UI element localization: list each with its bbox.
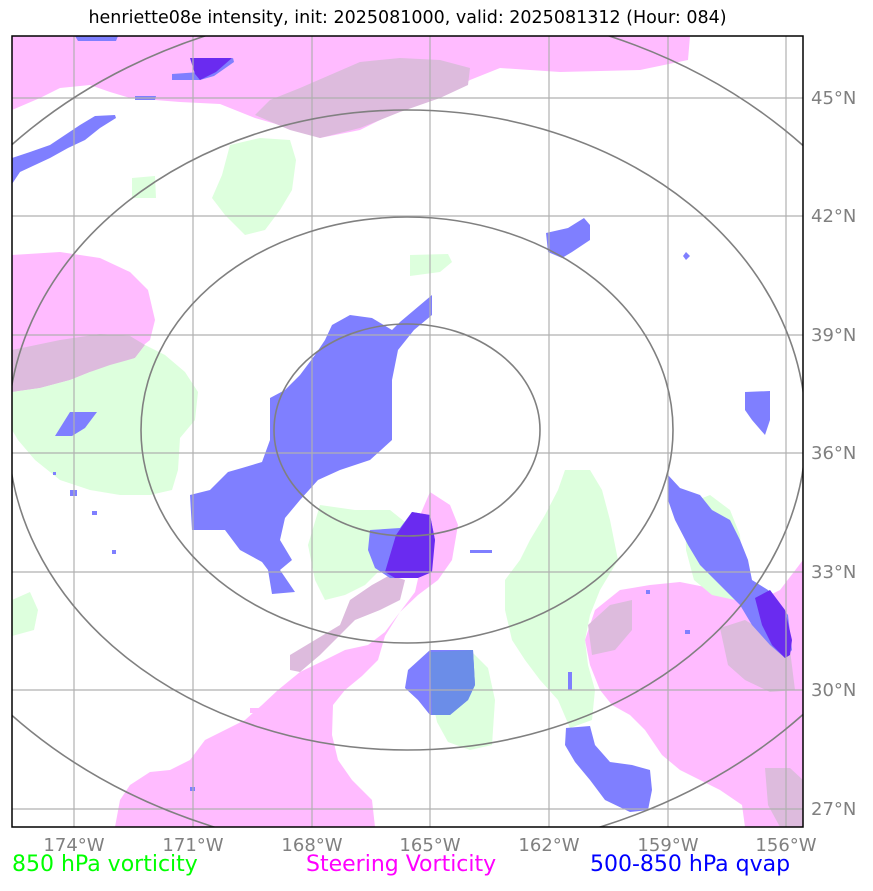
latitude-tick-label: 33°N (811, 562, 856, 583)
range-ring-3 (12, 109, 803, 751)
qvap-vorticity-overlap (430, 650, 475, 715)
longitude-tick-label: 159°W (637, 835, 698, 856)
longitude-tick-label: 165°W (399, 835, 460, 856)
latitude-tick-label: 27°N (811, 799, 856, 820)
longitude-tick-label: 174°W (43, 835, 104, 856)
legend-vorticity-850: 850 hPa vorticity (12, 852, 198, 877)
longitude-tick-label: 171°W (162, 835, 223, 856)
latitude-tick-label: 30°N (811, 680, 856, 701)
map-frame (11, 35, 804, 828)
graticule (12, 36, 803, 827)
qvap-strong-core (190, 58, 792, 658)
latitude-tick-label: 39°N (811, 325, 856, 346)
longitude-tick-label: 156°W (755, 835, 816, 856)
vorticity-850-field (12, 138, 748, 750)
range-ring-2 (140, 216, 674, 644)
longitude-axis: 174°W 171°W 168°W 165°W 162°W 159°W 156°W (43, 835, 816, 856)
latitude-tick-label: 45°N (811, 88, 856, 109)
latitude-tick-label: 42°N (811, 206, 856, 227)
map-field-layers (12, 36, 803, 827)
longitude-tick-label: 162°W (518, 835, 579, 856)
legend-steering-vorticity: Steering Vorticity (306, 852, 497, 877)
latitude-tick-label: 36°N (811, 443, 856, 464)
longitude-tick-label: 168°W (281, 835, 342, 856)
legend-qvap: 500-850 hPa qvap (590, 852, 791, 877)
range-rings (12, 36, 803, 827)
overlap-field (12, 58, 803, 827)
range-ring-1 (273, 323, 541, 537)
map-title: henriette08e intensity, init: 2025081000… (88, 8, 727, 28)
latitude-axis: 45°N 42°N 39°N 36°N 33°N 30°N 27°N (811, 88, 856, 820)
